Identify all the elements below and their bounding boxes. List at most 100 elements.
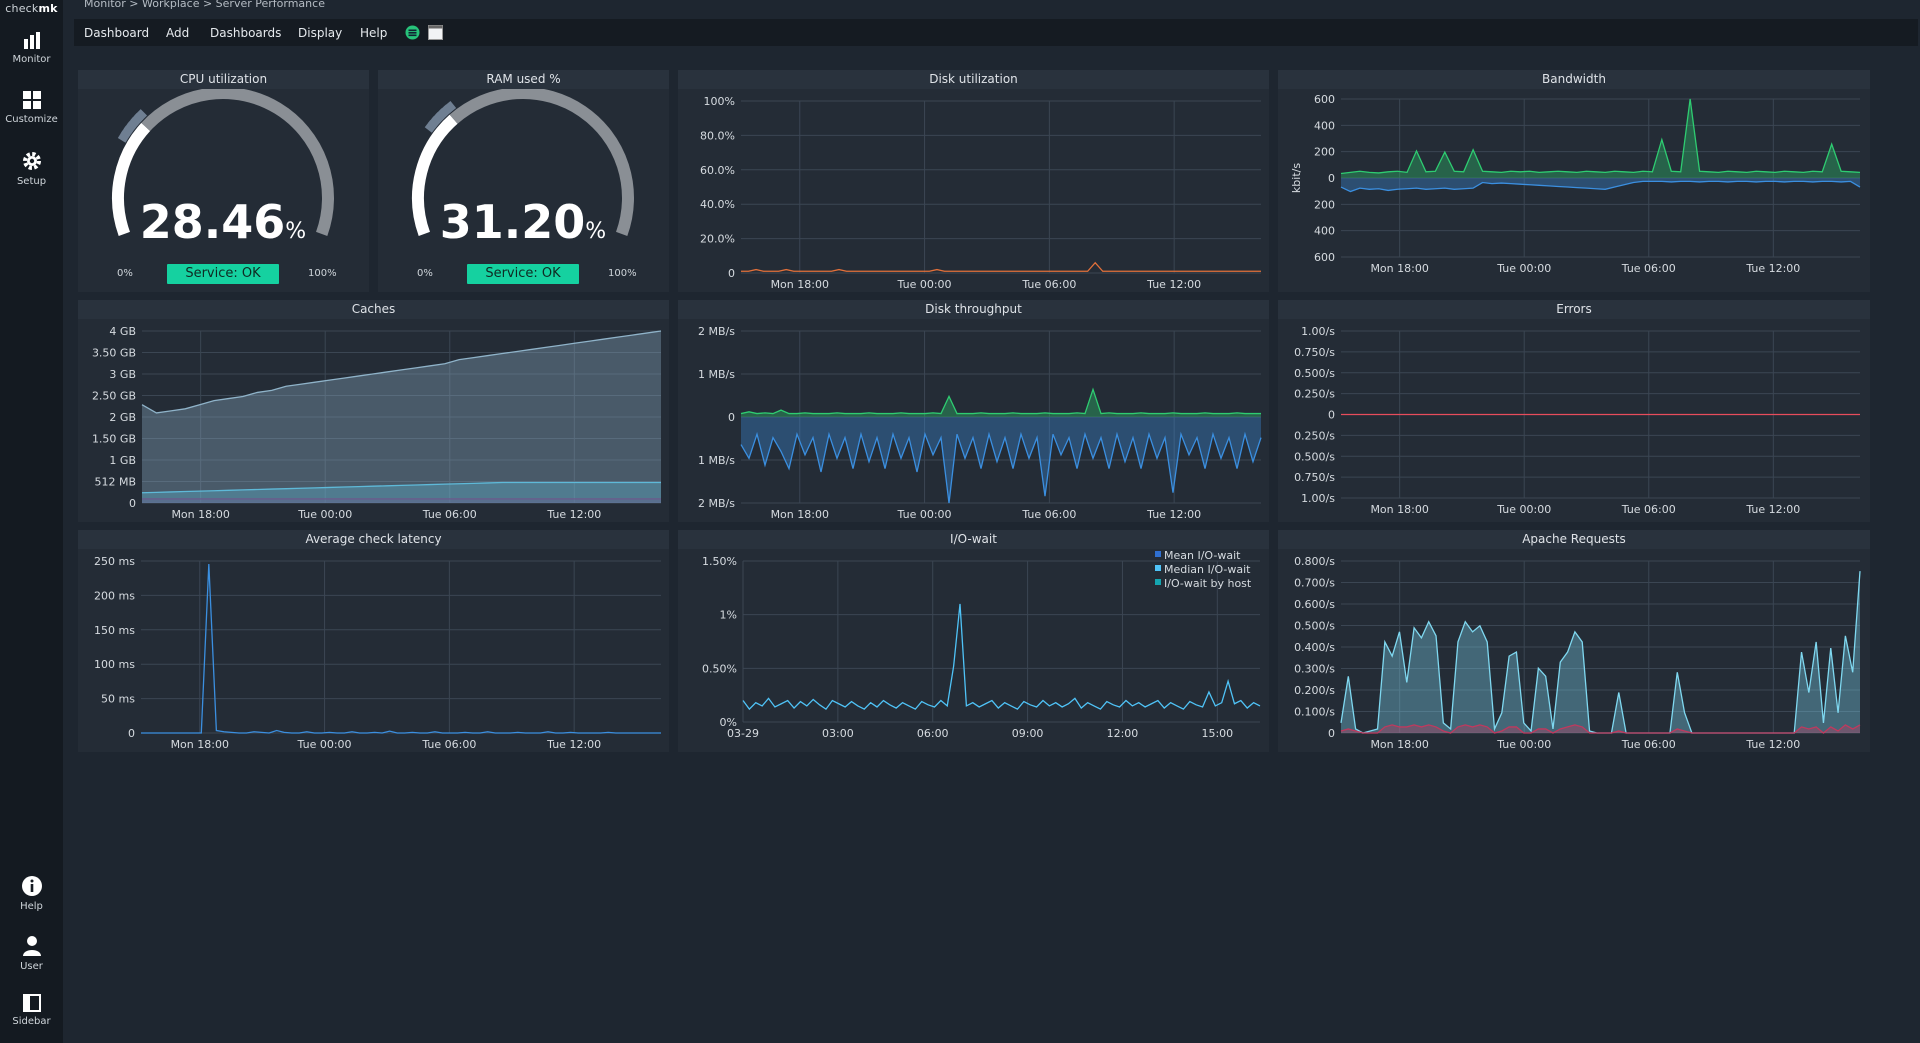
y-tick-label: 0.100/s xyxy=(1294,706,1335,719)
nav-user[interactable]: User xyxy=(0,935,63,972)
y-tick-label: 0.250/s xyxy=(1294,388,1335,401)
y-tick-label: 2 MB/s xyxy=(698,325,735,338)
gauge-remaining-arc xyxy=(449,89,634,236)
dashlet-errors: Errors 1.00/s 0.750/s 0.500/s 0.250/s 0 0.250… xyxy=(1278,300,1870,522)
dashlet-disk-throughput: Disk throughput 2 MB/s 1 MB/s 0 1 MB/s 2 MB/… xyxy=(678,300,1269,522)
x-tick-label: Tue 12:00 xyxy=(546,738,601,751)
menu-add[interactable]: Add xyxy=(166,26,190,40)
grid xyxy=(142,330,661,504)
nav-sidebar-label: Sidebar xyxy=(12,1016,51,1027)
dashlet-check-latency: Average check latency 250 ms 200 ms 150 ms… xyxy=(78,530,669,752)
disk-throughput-graph[interactable]: 2 MB/s 1 MB/s 0 1 MB/s 2 MB/s Mon 18:00 Tue 00… xyxy=(678,300,1269,522)
x-tick-label: Mon 18:00 xyxy=(171,508,229,521)
y-tick-label: 0 xyxy=(1328,172,1335,185)
y-tick-label: 250 ms xyxy=(94,555,135,568)
y-tick-label: 200 xyxy=(1314,146,1335,159)
x-tick-label: 03-29 xyxy=(727,727,759,740)
y-tick-label: 0.600/s xyxy=(1294,598,1335,611)
y-tick-label: 0.400/s xyxy=(1294,641,1335,654)
x-tick-label: 12:00 xyxy=(1107,727,1139,740)
series-line xyxy=(742,603,1261,711)
nav-customize-label: Customize xyxy=(5,114,58,125)
y-tick-label: 150 ms xyxy=(94,624,135,637)
dashlet-bandwidth: Bandwidth 600 400 200 0 200 400 600 Mon 18:00 Tu… xyxy=(1278,70,1870,292)
caches-graph[interactable]: 4 GB 3.50 GB 3 GB 2.50 GB 2 GB 1.50 GB 1 GB 512… xyxy=(78,300,669,522)
y-tick-label: 1.50% xyxy=(702,555,737,568)
menu-dashboard[interactable]: Dashboard xyxy=(84,26,150,40)
breadcrumb: Monitor > Workplace > Server Performance xyxy=(84,0,325,10)
nav-customize[interactable]: Customize xyxy=(0,90,63,125)
app-logo[interactable]: checkmk xyxy=(5,2,58,15)
gauge-remaining-arc xyxy=(141,89,334,236)
y-tick-label: 600 xyxy=(1314,251,1335,264)
series-line xyxy=(141,481,661,494)
y-axis-label: kbit/s xyxy=(1290,163,1303,193)
bar-chart-icon xyxy=(23,32,40,49)
x-tick-label: Tue 00:00 xyxy=(1496,262,1551,275)
grid xyxy=(141,560,661,734)
menu-dashboards[interactable]: Dashboards xyxy=(210,26,282,40)
nav-sidebar[interactable]: Sidebar xyxy=(0,994,63,1027)
io-wait-graph[interactable]: 1.50% 1% 0.50% 0%03-29 03:00 06:00 09:00 12:00 1… xyxy=(678,530,1269,752)
x-tick-label: Mon 18:00 xyxy=(1370,738,1428,751)
y-tick-label: 2.50 GB xyxy=(92,390,136,403)
dashlet-title: RAM used % xyxy=(378,70,669,89)
y-tick-label: 0.500/s xyxy=(1294,367,1335,380)
y-tick-label: 50 ms xyxy=(101,693,135,706)
y-tick-label: 0 xyxy=(728,411,735,424)
cpu-status-badge[interactable]: Service: OK xyxy=(167,264,279,284)
series-line xyxy=(740,431,1262,504)
bandwidth-graph[interactable]: 600 400 200 0 200 400 600 Mon 18:00 Tue 00:00 Tue… xyxy=(1278,70,1870,292)
dashlet-title: Errors xyxy=(1278,300,1870,319)
legend-label: Mean I/O-wait xyxy=(1164,549,1241,562)
nav-help[interactable]: Help xyxy=(0,875,63,912)
y-tick-label: 0.750/s xyxy=(1294,346,1335,359)
gauge-history-marker xyxy=(134,109,148,122)
menu-display[interactable]: Display xyxy=(298,26,343,40)
check-latency-graph[interactable]: 250 ms 200 ms 150 ms 100 ms 50 ms 0 Mon 18:00 T… xyxy=(78,530,669,752)
status-icon[interactable] xyxy=(405,25,420,40)
y-tick-label: 0.300/s xyxy=(1294,663,1335,676)
x-tick-label: Tue 12:00 xyxy=(1146,278,1201,291)
series-line xyxy=(141,564,661,734)
ram-status-badge[interactable]: Service: OK xyxy=(467,264,579,284)
y-tick-label: 3 GB xyxy=(109,368,136,381)
series-area xyxy=(741,389,1261,417)
series-area xyxy=(142,498,661,503)
legend-label: I/O-wait by host xyxy=(1164,577,1252,590)
y-tick-label: 400 xyxy=(1314,225,1335,238)
y-tick-label: 3.50 GB xyxy=(92,347,136,360)
y-tick-label: 0 xyxy=(1328,727,1335,740)
series-line xyxy=(1340,180,1861,193)
x-tick-label: Tue 12:00 xyxy=(1745,738,1800,751)
window-icon[interactable] xyxy=(428,25,443,40)
x-tick-label: Tue 00:00 xyxy=(1496,503,1551,516)
series-area xyxy=(741,417,1261,503)
y-tick-label: 100% xyxy=(704,95,735,108)
x-tick-label: Tue 12:00 xyxy=(1745,262,1800,275)
x-tick-label: 09:00 xyxy=(1012,727,1044,740)
legend-swatch xyxy=(1155,579,1161,585)
menu-help[interactable]: Help xyxy=(360,26,388,40)
nav-setup[interactable]: Setup xyxy=(0,150,63,187)
y-tick-label: 0.500/s xyxy=(1294,620,1335,633)
cpu-max-label: 100% xyxy=(308,268,337,279)
y-tick-label: 0 xyxy=(1328,409,1335,422)
grid xyxy=(1341,98,1860,258)
y-tick-label: 600 xyxy=(1314,93,1335,106)
apache-requests-graph[interactable]: 0.800/s 0.700/s 0.600/s 0.500/s 0.400/s 0.300… xyxy=(1278,530,1870,752)
errors-graph[interactable]: 1.00/s 0.750/s 0.500/s 0.250/s 0 0.250/s 0.500… xyxy=(1278,300,1870,522)
y-tick-label: 400 xyxy=(1314,119,1335,132)
x-tick-label: 03:00 xyxy=(822,727,854,740)
dashlet-title: Caches xyxy=(78,300,669,319)
dashlet-cpu: CPU utilization 28.46% Service: OK 0% 10… xyxy=(78,70,369,292)
dashlet-title: Disk utilization xyxy=(678,70,1269,89)
disk-utilization-graph[interactable]: 100% 80.0% 60.0% 40.0% 20.0% 0 Mon 18:00 Tue 00… xyxy=(678,70,1269,292)
nav-monitor[interactable]: Monitor xyxy=(0,32,63,65)
x-tick-label: Tue 00:00 xyxy=(1496,738,1551,751)
y-tick-label: 20.0% xyxy=(700,233,735,246)
series-line xyxy=(1340,724,1861,734)
x-tick-label: Tue 12:00 xyxy=(1146,508,1201,521)
x-tick-label: Tue 00:00 xyxy=(297,508,352,521)
series-line xyxy=(741,261,1261,272)
